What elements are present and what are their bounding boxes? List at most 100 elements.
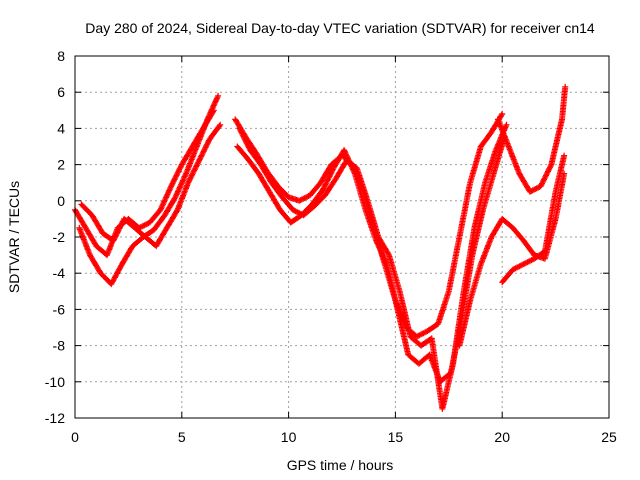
data-point <box>499 110 506 117</box>
data-segment <box>559 85 569 123</box>
data-segment <box>467 145 484 186</box>
data-segment <box>332 159 349 183</box>
data-segment <box>548 117 565 168</box>
data-segment <box>445 235 463 295</box>
data-segment <box>364 197 381 239</box>
data-segment <box>178 144 195 168</box>
data-segment <box>520 256 536 268</box>
data-segment <box>257 161 274 185</box>
data-segment <box>480 172 497 213</box>
data-segment <box>460 226 478 295</box>
data-segment <box>317 162 334 186</box>
data-segment <box>277 206 293 225</box>
data-segment <box>354 165 371 203</box>
series-track-6 <box>236 121 510 412</box>
data-segment <box>319 166 336 193</box>
y-tick-label: 6 <box>57 84 65 100</box>
data-segment <box>394 306 411 357</box>
data-segment <box>509 261 526 273</box>
data-segment <box>183 144 200 177</box>
data-segment <box>110 217 127 244</box>
data-segment <box>255 170 272 194</box>
data-segment <box>245 156 261 176</box>
gridlines <box>75 56 609 418</box>
y-tick-label: -2 <box>53 229 66 245</box>
data-segment <box>494 116 511 149</box>
data-segment <box>537 163 554 190</box>
data-segment <box>204 94 221 123</box>
axis-ticks <box>74 55 610 419</box>
data-segment <box>467 262 484 304</box>
data-segment <box>499 267 515 286</box>
x-tick-label: 0 <box>71 429 79 445</box>
data-segment <box>234 143 250 161</box>
x-tick-label: 25 <box>601 429 617 445</box>
series-track-5 <box>234 134 508 385</box>
data-segment <box>185 159 202 186</box>
chart-title: Day 280 of 2024, Sidereal Day-to-day VTE… <box>85 20 595 36</box>
data-segment <box>172 172 189 201</box>
data-segment <box>413 328 430 340</box>
data-segment <box>531 249 547 262</box>
y-tick-label: 4 <box>57 120 65 136</box>
data-segment <box>520 237 537 257</box>
data-segment <box>311 193 327 210</box>
data-segment <box>477 130 494 150</box>
data-segment <box>266 188 283 212</box>
x-tick-labels: 0 5 10 15 20 25 <box>71 429 617 445</box>
series-track-2 <box>76 92 222 288</box>
y-tick-label: -10 <box>45 374 65 390</box>
data-points <box>72 83 569 412</box>
data-segment <box>490 136 507 177</box>
data-segment <box>482 148 499 186</box>
data-point <box>215 92 222 99</box>
data-segment <box>435 289 452 327</box>
data-segment <box>193 117 210 150</box>
x-tick-label: 5 <box>178 429 186 445</box>
y-tick-label: -12 <box>45 410 65 426</box>
data-segment <box>509 224 526 243</box>
data-segment <box>121 215 137 230</box>
data-segment <box>450 289 467 367</box>
data-segment <box>527 184 543 195</box>
data-segment <box>456 298 473 349</box>
data-segment <box>119 244 135 268</box>
data-segment <box>129 235 146 250</box>
series-track-9 <box>499 152 568 286</box>
data-segment <box>174 181 191 213</box>
data-segment <box>471 181 488 231</box>
data-segment <box>309 188 325 208</box>
data-segment <box>488 217 505 240</box>
data-segment <box>206 123 223 143</box>
data-segment <box>153 226 170 250</box>
y-tick-label: 0 <box>57 193 65 209</box>
data-segment <box>146 208 163 226</box>
data-segment <box>82 224 99 248</box>
data-segment <box>362 206 379 243</box>
data-segment <box>151 213 167 233</box>
data-segment <box>157 184 174 213</box>
y-tick-label: 8 <box>57 48 65 64</box>
data-segment <box>541 190 559 255</box>
y-tick-label: -4 <box>53 265 66 281</box>
data-segment <box>131 224 148 239</box>
data-segment <box>396 288 413 338</box>
y-tick-labels: -12 -10 -8 -6 -4 -2 0 2 4 6 8 <box>45 48 65 426</box>
data-segment <box>108 262 125 288</box>
data-segment <box>163 208 180 231</box>
data-segment <box>279 194 295 212</box>
data-segment <box>274 183 291 200</box>
data-segment <box>386 252 403 293</box>
data-segment <box>351 170 369 212</box>
data-segment <box>97 270 114 286</box>
data-point <box>561 152 568 159</box>
data-segment <box>552 172 567 222</box>
data-segment <box>375 234 392 257</box>
data-segment <box>78 201 94 218</box>
data-segment <box>168 163 185 190</box>
data-segment <box>287 213 304 226</box>
data-segment <box>439 362 456 412</box>
data-segment <box>373 237 390 266</box>
x-axis-label: GPS time / hours <box>287 457 394 473</box>
data-point <box>562 83 569 90</box>
